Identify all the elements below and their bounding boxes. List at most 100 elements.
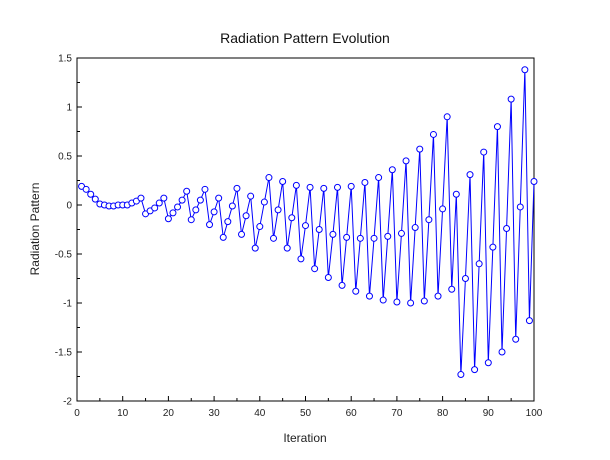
y-tick-label: -2 bbox=[63, 397, 72, 408]
x-tick-label: 40 bbox=[254, 408, 266, 419]
data-point bbox=[210, 208, 218, 216]
data-point bbox=[384, 232, 392, 240]
data-point bbox=[507, 95, 515, 103]
series-line bbox=[81, 69, 535, 375]
y-tick-label: 1.5 bbox=[58, 54, 72, 65]
data-point bbox=[311, 265, 319, 273]
data-point bbox=[525, 317, 533, 325]
data-point bbox=[251, 244, 259, 252]
data-point bbox=[164, 215, 172, 223]
data-point bbox=[393, 298, 401, 306]
data-point bbox=[270, 234, 278, 242]
data-point bbox=[233, 184, 241, 192]
data-point bbox=[493, 123, 501, 131]
x-tick-label: 70 bbox=[391, 408, 403, 419]
data-point bbox=[457, 371, 465, 379]
data-point bbox=[187, 216, 195, 224]
data-point bbox=[434, 292, 442, 300]
data-point bbox=[320, 184, 328, 192]
x-tick-label: 90 bbox=[483, 408, 495, 419]
data-point bbox=[375, 174, 383, 182]
data-point bbox=[388, 166, 396, 174]
data-point bbox=[343, 233, 351, 241]
data-point bbox=[265, 174, 273, 182]
data-point bbox=[151, 204, 159, 212]
y-tick-label: 0 bbox=[66, 201, 72, 212]
data-point bbox=[87, 190, 95, 198]
data-point bbox=[370, 234, 378, 242]
data-point bbox=[475, 260, 483, 268]
data-point bbox=[215, 194, 223, 202]
data-point bbox=[521, 66, 529, 74]
data-point bbox=[402, 157, 410, 165]
data-point bbox=[292, 181, 300, 189]
data-point bbox=[324, 274, 332, 282]
data-point bbox=[397, 229, 405, 237]
data-point bbox=[439, 205, 447, 213]
data-point bbox=[82, 185, 90, 193]
data-point bbox=[306, 183, 314, 191]
x-tick-label: 10 bbox=[117, 408, 129, 419]
x-tick-label: 0 bbox=[74, 408, 80, 419]
data-point bbox=[512, 335, 520, 343]
data-point bbox=[201, 185, 209, 193]
data-point bbox=[411, 224, 419, 232]
x-tick-label: 100 bbox=[526, 408, 543, 419]
data-point bbox=[466, 171, 474, 179]
data-point bbox=[503, 225, 511, 233]
data-point bbox=[160, 194, 168, 202]
series-points bbox=[78, 66, 538, 379]
data-point bbox=[224, 218, 232, 226]
data-point bbox=[365, 292, 373, 300]
data-point bbox=[279, 177, 287, 185]
data-point bbox=[338, 281, 346, 289]
x-axis-label: Iteration bbox=[283, 431, 326, 445]
data-point bbox=[183, 187, 191, 195]
data-point bbox=[480, 148, 488, 156]
data-point bbox=[219, 233, 227, 241]
data-point bbox=[416, 145, 424, 153]
data-point bbox=[274, 206, 282, 214]
data-point bbox=[425, 216, 433, 224]
data-point bbox=[489, 243, 497, 251]
data-point bbox=[443, 113, 451, 121]
data-point bbox=[315, 226, 323, 233]
data-point bbox=[137, 194, 145, 202]
data-point bbox=[347, 182, 355, 190]
data-point bbox=[356, 234, 364, 242]
data-point bbox=[484, 359, 492, 367]
x-tick-label: 80 bbox=[437, 408, 449, 419]
data-point bbox=[407, 299, 415, 307]
data-point bbox=[283, 244, 291, 252]
y-axis: 1.5 1 0.5 0 -0.5 -1 -1.5 -2 bbox=[55, 54, 82, 408]
data-point bbox=[169, 209, 177, 217]
y-tick-label: 0.5 bbox=[58, 152, 72, 163]
y-tick-label: 1 bbox=[66, 103, 72, 114]
data-point bbox=[91, 195, 99, 203]
data-point bbox=[288, 214, 296, 222]
x-tick-label: 20 bbox=[163, 408, 175, 419]
data-point bbox=[530, 177, 538, 185]
plot-frame bbox=[76, 57, 535, 402]
data-point bbox=[461, 275, 469, 282]
y-tick-label: -0.5 bbox=[55, 250, 73, 261]
chart-title: Radiation Pattern Evolution bbox=[220, 30, 390, 46]
data-point bbox=[471, 366, 479, 374]
data-point bbox=[155, 199, 163, 207]
x-axis: 0 10 20 30 40 50 60 70 80 90 100 bbox=[74, 396, 543, 419]
y-axis-label: Radiation Pattern bbox=[28, 183, 42, 276]
data-point bbox=[516, 203, 524, 211]
data-point bbox=[452, 190, 460, 198]
data-point bbox=[196, 196, 204, 204]
data-point bbox=[242, 212, 250, 220]
data-point bbox=[361, 178, 369, 186]
data-point bbox=[260, 198, 268, 206]
data-point bbox=[206, 221, 214, 229]
y-tick-label: -1.5 bbox=[55, 348, 73, 359]
data-point bbox=[297, 255, 305, 263]
data-point bbox=[178, 196, 186, 204]
data-point bbox=[247, 192, 255, 200]
data-point bbox=[192, 206, 200, 214]
data-point bbox=[302, 222, 309, 230]
